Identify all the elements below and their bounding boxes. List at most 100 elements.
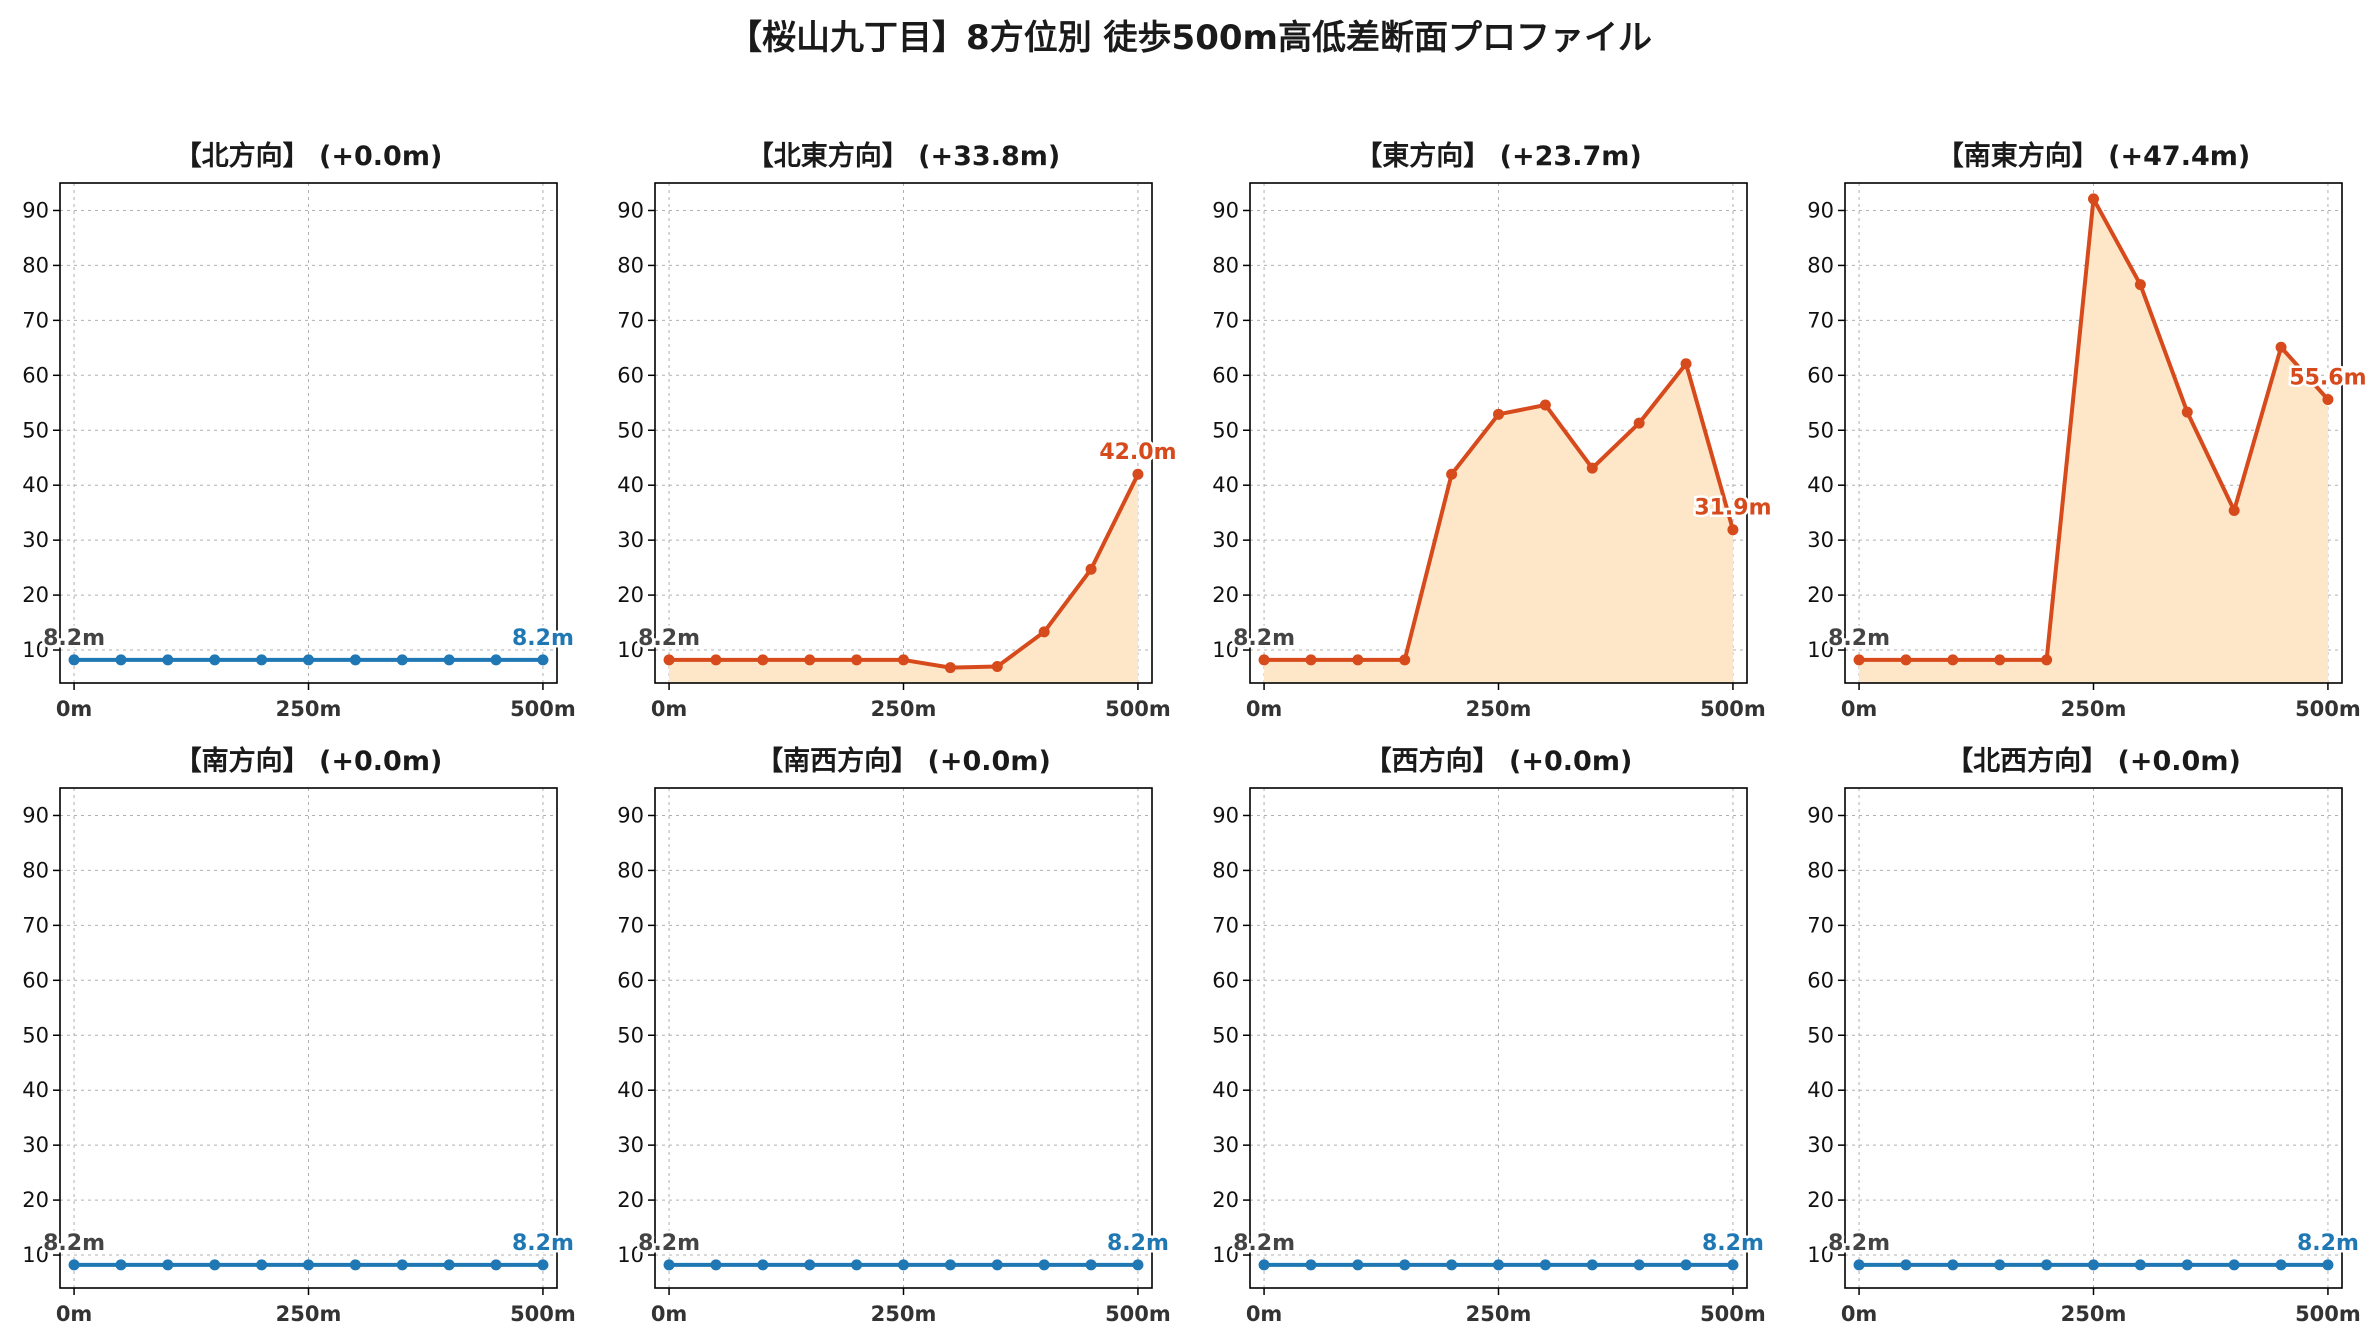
y-tick-label: 30: [1807, 1133, 1834, 1157]
data-point: [303, 654, 314, 666]
subplot-title: 【東方向】 (+23.7m): [1355, 140, 1641, 172]
y-tick-label: 90: [1807, 198, 1834, 222]
y-tick-label: 90: [22, 803, 49, 827]
y-tick-label: 60: [1212, 968, 1239, 992]
end-value-label: 8.2m: [1702, 1231, 1764, 1256]
data-point: [349, 1259, 361, 1271]
data-point: [1947, 654, 1959, 666]
y-tick-label: 70: [617, 308, 644, 332]
y-tick-label: 60: [1807, 363, 1834, 387]
data-point: [303, 1259, 314, 1271]
data-point: [162, 1259, 174, 1271]
y-tick-label: 10: [617, 638, 644, 662]
x-tick-label: 250m: [1466, 697, 1532, 721]
data-point: [2041, 1259, 2053, 1271]
data-point: [1947, 1259, 1959, 1271]
data-point: [2275, 341, 2287, 353]
axes-frame: [654, 787, 1153, 1289]
x-tick-label: 250m: [871, 697, 937, 721]
end-value-label: 42.0m: [1099, 440, 1176, 465]
y-tick-label: 40: [22, 1078, 49, 1102]
y-tick-label: 30: [617, 528, 644, 552]
end-value-label: 31.9m: [1694, 496, 1771, 521]
y-tick-label: 30: [617, 1133, 644, 1157]
data-point: [1853, 654, 1865, 666]
data-point: [1352, 654, 1364, 666]
y-tick-label: 10: [1212, 1243, 1239, 1267]
y-tick-label: 30: [1212, 1133, 1239, 1157]
y-tick-label: 20: [1807, 1188, 1834, 1212]
data-point: [162, 654, 174, 666]
data-point: [1633, 1259, 1645, 1271]
x-tick-label: 0m: [651, 1302, 688, 1326]
data-point: [349, 654, 361, 666]
y-tick-label: 10: [1212, 638, 1239, 662]
x-tick-label: 250m: [276, 697, 342, 721]
data-point: [944, 1259, 956, 1271]
data-point: [443, 654, 455, 666]
x-tick-label: 0m: [56, 697, 93, 721]
data-point: [1399, 1259, 1411, 1271]
data-point: [991, 661, 1003, 673]
x-tick-label: 500m: [510, 697, 576, 721]
y-tick-label: 70: [1212, 308, 1239, 332]
y-tick-label: 80: [1807, 858, 1834, 882]
x-tick-label: 500m: [1105, 1302, 1171, 1326]
data-point: [443, 1259, 455, 1271]
x-tick-label: 500m: [1700, 697, 1766, 721]
y-tick-label: 50: [22, 418, 49, 442]
data-point: [898, 1259, 909, 1271]
y-tick-label: 10: [1807, 638, 1834, 662]
data-point: [1539, 399, 1551, 411]
data-point: [804, 1259, 816, 1271]
data-point: [2134, 279, 2146, 291]
data-point: [1680, 358, 1692, 370]
y-tick-label: 20: [617, 1188, 644, 1212]
data-point: [898, 654, 909, 666]
data-point: [1633, 417, 1645, 429]
area-fill: [1859, 198, 2328, 683]
start-value-label: 8.2m: [1233, 626, 1295, 651]
data-point: [663, 654, 675, 666]
x-tick-label: 500m: [1105, 697, 1171, 721]
axes-frame: [59, 787, 558, 1289]
subplot-8: 【北西方向】 (+0.0m) 10 20 30 40 50 60 70 80 90 0m 250m 50…: [1807, 745, 2361, 1326]
data-point: [1038, 1259, 1050, 1271]
y-tick-label: 90: [22, 198, 49, 222]
data-point: [2041, 654, 2053, 666]
data-point: [1305, 1259, 1317, 1271]
x-tick-label: 500m: [1700, 1302, 1766, 1326]
data-point: [1493, 1259, 1504, 1271]
start-value-label: 8.2m: [1828, 1231, 1890, 1256]
axes-frame: [1844, 787, 2343, 1289]
end-value-label: 8.2m: [512, 1231, 574, 1256]
start-value-label: 8.2m: [1233, 1231, 1295, 1256]
y-tick-label: 20: [617, 583, 644, 607]
subplot-5: 【南方向】 (+0.0m) 10 20 30 40 50 60 70 80 90 0m 250m 500…: [22, 745, 576, 1326]
subplot-7: 【西方向】 (+0.0m) 10 20 30 40 50 60 70 80 90 0m 250m 500…: [1212, 745, 1766, 1326]
y-tick-label: 50: [1212, 1023, 1239, 1047]
y-tick-label: 10: [1807, 1243, 1834, 1267]
data-point: [2228, 504, 2240, 516]
start-value-label: 8.2m: [1828, 626, 1890, 651]
start-value-label: 8.2m: [638, 626, 700, 651]
data-point: [1586, 1259, 1598, 1271]
data-point: [1493, 408, 1504, 420]
y-tick-label: 60: [22, 363, 49, 387]
y-tick-label: 40: [1807, 473, 1834, 497]
y-tick-label: 80: [617, 858, 644, 882]
data-point: [991, 1259, 1003, 1271]
y-tick-label: 40: [617, 1078, 644, 1102]
data-point: [115, 654, 127, 666]
data-point: [944, 662, 956, 674]
start-value-label: 8.2m: [638, 1231, 700, 1256]
x-tick-label: 0m: [651, 697, 688, 721]
data-point: [1900, 1259, 1912, 1271]
y-tick-label: 30: [22, 1133, 49, 1157]
y-tick-label: 70: [1212, 913, 1239, 937]
data-point: [68, 1259, 80, 1271]
data-point: [537, 1259, 549, 1271]
data-point: [2088, 1259, 2099, 1271]
start-value-label: 8.2m: [43, 626, 105, 651]
